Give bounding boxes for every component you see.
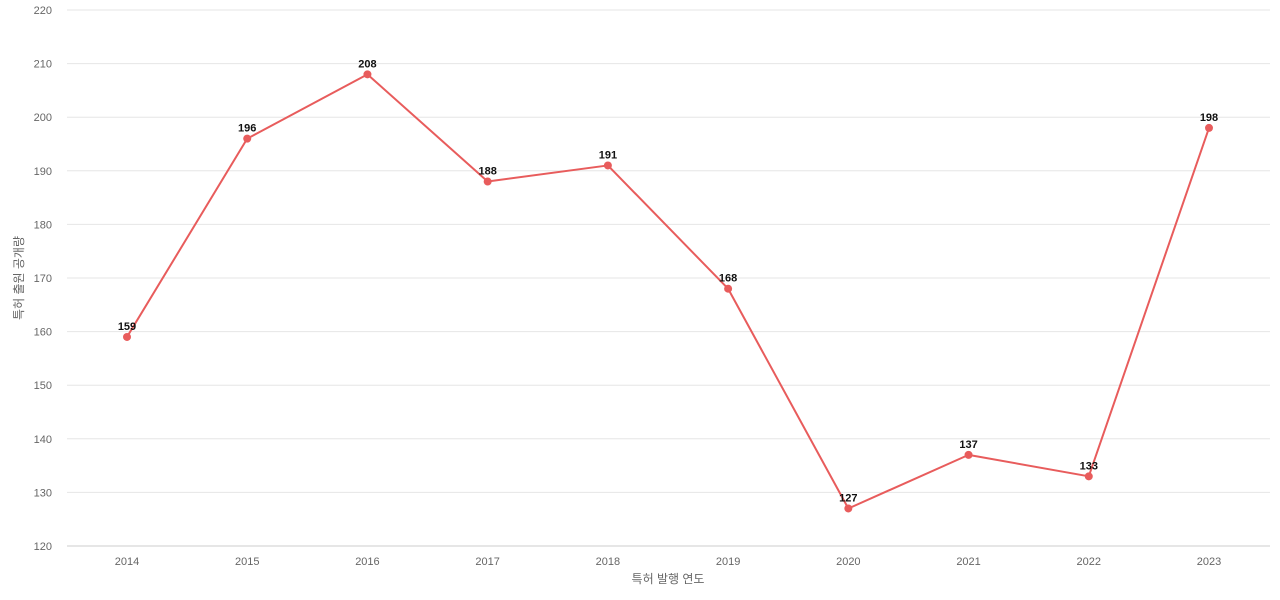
x-tick-label: 2022: [1077, 556, 1101, 568]
x-tick-label: 2015: [235, 556, 259, 568]
y-tick-label: 130: [34, 487, 52, 499]
y-tick-label: 120: [34, 541, 52, 553]
data-label: 168: [719, 273, 737, 285]
series-line: [126, 73, 1210, 510]
y-tick-label: 170: [34, 273, 52, 285]
x-axis-title: 특허 발행 연도: [632, 571, 705, 586]
data-label: 188: [478, 166, 496, 178]
y-tick-label: 160: [34, 327, 52, 339]
data-point[interactable]: [123, 332, 131, 341]
data-label: 191: [599, 149, 617, 161]
data-label: 127: [839, 492, 857, 504]
data-point[interactable]: [603, 161, 612, 170]
data-point[interactable]: [964, 450, 973, 459]
x-tick-label: 2020: [836, 556, 860, 568]
y-tick-label: 200: [34, 112, 52, 124]
y-axis-ticks: 120 130 140 150 160 170 180 190 200 210 220: [34, 5, 52, 553]
grid-lines: [67, 9, 1270, 547]
y-tick-label: 210: [34, 59, 52, 71]
data-point[interactable]: [363, 70, 372, 79]
data-label: 159: [118, 321, 136, 333]
y-tick-label: 140: [34, 434, 52, 446]
x-tick-label: 2018: [596, 556, 620, 568]
y-tick-label: 150: [34, 380, 52, 392]
x-tick-label: 2016: [355, 556, 379, 568]
y-tick-label: 180: [34, 219, 52, 231]
x-axis-ticks: 2014 2015 2016 2017 2018 2019 2020 2021 2022 2023: [115, 556, 1221, 568]
data-label: 196: [238, 123, 256, 135]
data-point[interactable]: [724, 284, 733, 293]
data-labels: 159 196 208 188 191 168 127 137 133 198: [118, 58, 1218, 504]
data-point[interactable]: [243, 134, 252, 143]
x-tick-label: 2019: [716, 556, 740, 568]
x-tick-label: 2021: [956, 556, 980, 568]
data-label: 208: [358, 58, 376, 70]
data-point[interactable]: [483, 177, 492, 186]
data-point[interactable]: [1205, 123, 1213, 132]
y-tick-label: 190: [34, 166, 52, 178]
x-tick-label: 2023: [1197, 556, 1221, 568]
data-point[interactable]: [1084, 472, 1093, 481]
x-tick-label: 2017: [475, 556, 499, 568]
data-label: 133: [1080, 460, 1098, 472]
y-tick-label: 220: [34, 5, 52, 17]
data-label: 198: [1200, 112, 1218, 124]
data-point[interactable]: [844, 504, 853, 513]
series: [123, 70, 1213, 513]
x-tick-label: 2014: [115, 556, 139, 568]
y-axis-title: 특허 출원 공개량: [12, 236, 26, 320]
data-label: 137: [959, 439, 977, 451]
